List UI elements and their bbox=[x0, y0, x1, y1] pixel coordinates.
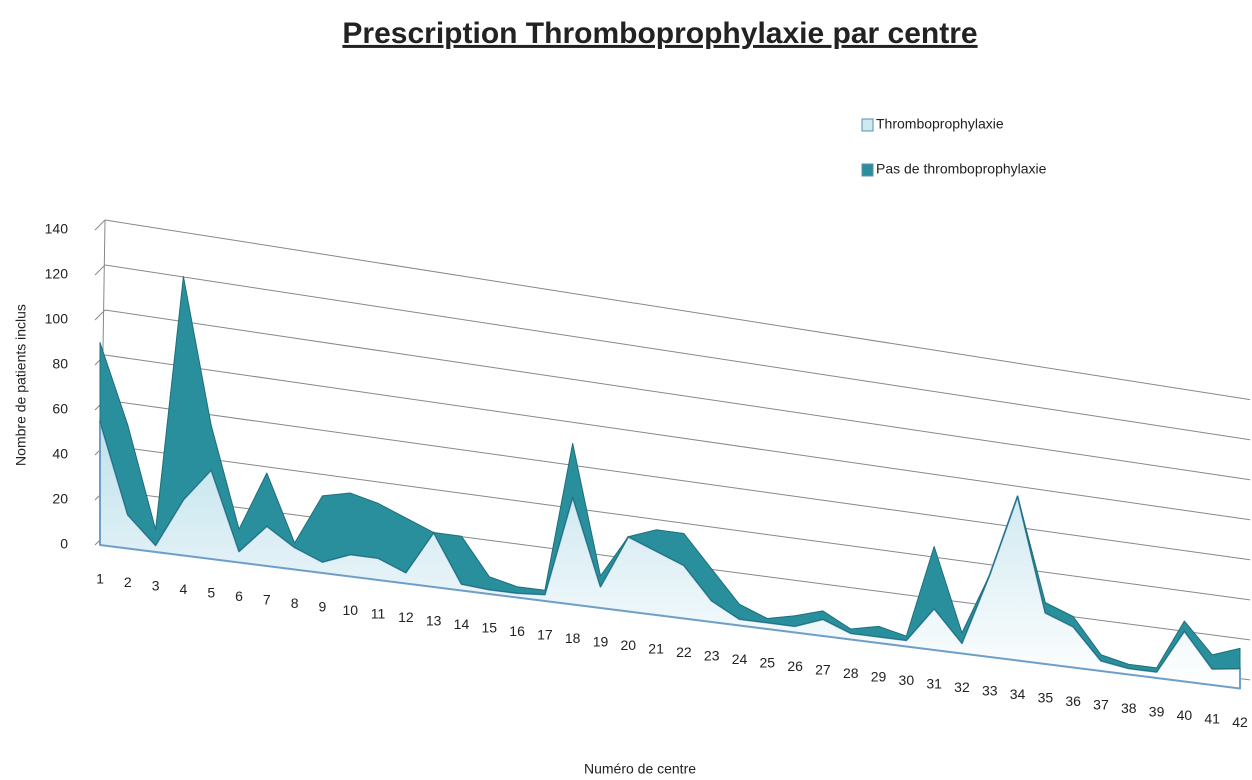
x-tick-label: 18 bbox=[565, 630, 581, 646]
y-tick-label: 40 bbox=[52, 446, 68, 462]
x-tick-label: 16 bbox=[509, 623, 525, 639]
grid-line bbox=[104, 354, 1251, 521]
legend-label: Pas de thromboprophylaxie bbox=[876, 161, 1047, 177]
x-tick-label: 8 bbox=[291, 595, 299, 611]
x-tick-label: 32 bbox=[954, 679, 970, 695]
legend-swatch bbox=[861, 118, 874, 132]
x-tick-label: 6 bbox=[235, 588, 243, 604]
x-tick-label: 20 bbox=[621, 637, 637, 653]
grid-line bbox=[104, 399, 1251, 561]
x-tick-label: 27 bbox=[815, 662, 831, 678]
y-tick-label: 60 bbox=[52, 401, 68, 417]
legend-label: Thromboprophylaxie bbox=[876, 116, 1004, 132]
x-tick-label: 23 bbox=[704, 648, 720, 664]
x-tick-label: 29 bbox=[871, 669, 887, 685]
area bbox=[99, 276, 1241, 673]
x-tick-label: 28 bbox=[843, 665, 859, 681]
x-tick-label: 12 bbox=[398, 609, 414, 625]
x-tick-label: 11 bbox=[371, 606, 386, 622]
x-tick-label: 39 bbox=[1149, 704, 1165, 720]
x-tick-label: 25 bbox=[760, 655, 776, 671]
chart-title: Prescription Thromboprophylaxie par cent… bbox=[342, 17, 977, 50]
x-tick-label: 14 bbox=[454, 616, 470, 632]
y-axis-label: Nombre de patients inclus bbox=[13, 304, 29, 466]
x-tick-label: 38 bbox=[1121, 700, 1137, 716]
x-tick-label: 3 bbox=[152, 578, 160, 594]
x-tick-label: 15 bbox=[481, 620, 497, 636]
x-tick-label: 37 bbox=[1093, 697, 1109, 713]
x-tick-label: 41 bbox=[1204, 711, 1220, 727]
x-tick-label: 36 bbox=[1065, 693, 1081, 709]
x-tick-label: 13 bbox=[426, 613, 442, 629]
x-tick-label: 19 bbox=[593, 634, 609, 650]
x-tick-label: 40 bbox=[1177, 707, 1193, 723]
x-tick-label: 4 bbox=[180, 581, 188, 597]
tick-mark bbox=[94, 264, 106, 276]
x-tick-label: 5 bbox=[207, 585, 215, 601]
x-tick-label: 33 bbox=[982, 683, 998, 699]
grid-line bbox=[104, 264, 1251, 441]
x-tick-label: 9 bbox=[319, 599, 327, 615]
grid-line bbox=[104, 444, 1251, 601]
y-tick-label: 100 bbox=[45, 311, 69, 327]
x-tick-label: 2 bbox=[124, 574, 132, 590]
tick-mark bbox=[94, 219, 106, 231]
grid-line bbox=[104, 219, 1251, 401]
x-tick-label: 10 bbox=[342, 602, 358, 618]
y-tick-label: 140 bbox=[45, 221, 69, 237]
y-tick-label: 80 bbox=[52, 356, 68, 372]
x-tick-label: 1 bbox=[96, 571, 104, 587]
x-tick-label: 30 bbox=[899, 672, 915, 688]
x-tick-label: 34 bbox=[1010, 686, 1026, 702]
x-tick-label: 17 bbox=[537, 627, 553, 643]
x-tick-label: 31 bbox=[926, 676, 942, 692]
x-axis-label: Numéro de centre bbox=[584, 761, 696, 777]
x-tick-label: 35 bbox=[1038, 690, 1054, 706]
x-tick-label: 42 bbox=[1232, 714, 1248, 730]
y-tick-label: 120 bbox=[45, 266, 69, 282]
x-tick-label: 22 bbox=[676, 644, 692, 660]
x-tick-label: 21 bbox=[648, 641, 664, 657]
grid-line bbox=[104, 309, 1251, 481]
legend-swatch bbox=[861, 163, 874, 177]
y-tick-label: 0 bbox=[60, 536, 68, 552]
x-tick-label: 7 bbox=[263, 592, 271, 608]
x-tick-label: 26 bbox=[787, 658, 803, 674]
x-tick-label: 24 bbox=[732, 651, 748, 667]
y-tick-label: 20 bbox=[52, 491, 68, 507]
